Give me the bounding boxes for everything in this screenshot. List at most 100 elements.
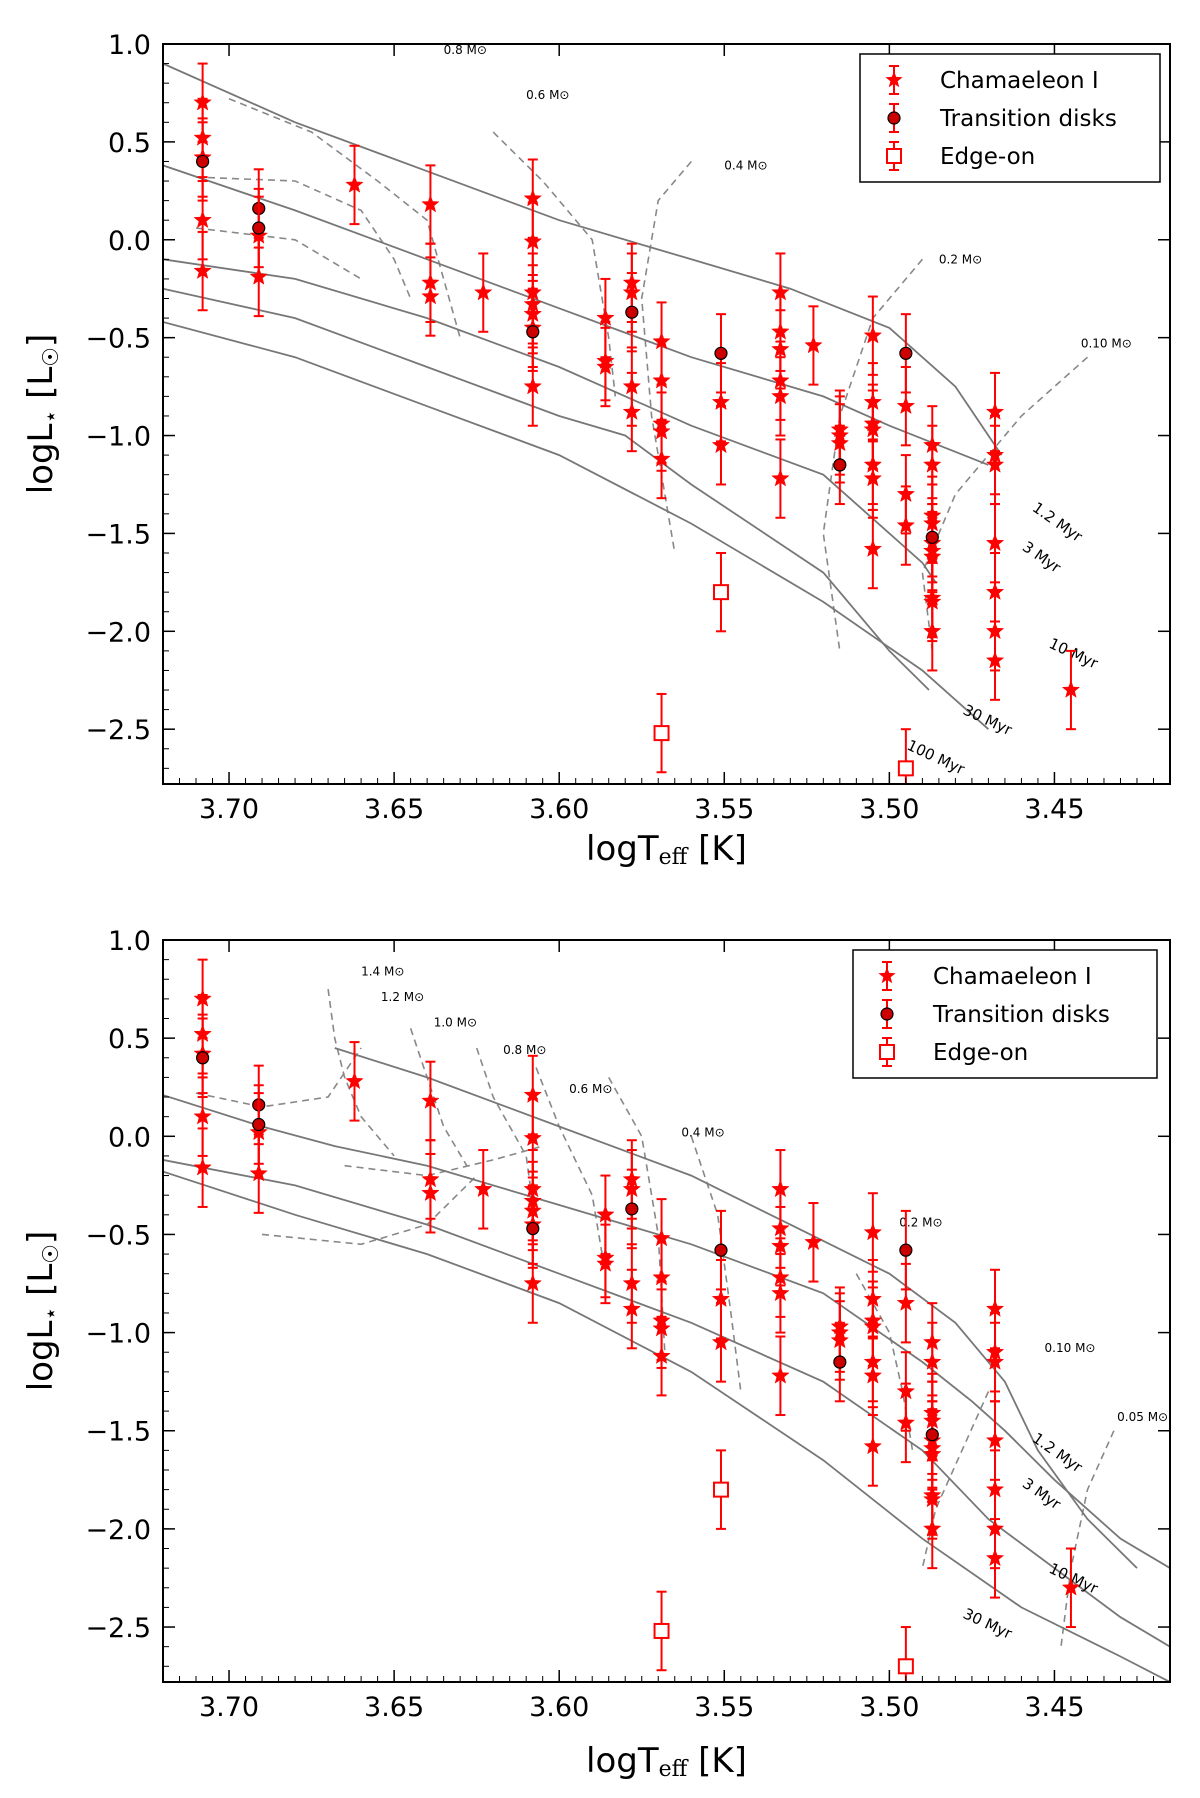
mass-track-line xyxy=(921,356,1089,652)
transition-disk-marker xyxy=(714,346,728,360)
star-marker xyxy=(193,210,212,229)
star-marker xyxy=(923,1352,942,1370)
mass-track-label: 0.10 M⊙ xyxy=(1081,336,1132,350)
legend-label: Edge-on xyxy=(933,1040,1028,1066)
star-marker xyxy=(923,455,942,473)
plot-frame xyxy=(162,43,1171,785)
mass-track-line xyxy=(640,160,692,554)
star-marker xyxy=(193,1106,212,1125)
star-marker xyxy=(896,1413,916,1431)
y-tick-label: −0.5 xyxy=(85,324,151,355)
edge-on-marker xyxy=(653,725,670,742)
isochrone-line xyxy=(163,1170,1170,1682)
edge-on-marker xyxy=(712,1481,729,1498)
legend-box xyxy=(852,949,1158,1079)
legend-star-marker xyxy=(878,967,896,984)
isochrone-label: 3 Myr xyxy=(1019,538,1065,577)
edge-on-marker xyxy=(897,1658,914,1675)
star-marker xyxy=(345,1071,364,1090)
mass-track-label: 0.6 M⊙ xyxy=(526,88,569,102)
mass-track-label: 0.4 M⊙ xyxy=(681,1125,724,1139)
y-tick-label: −2.5 xyxy=(85,1613,151,1644)
legend: Chamaeleon I Transition disks Edge-on xyxy=(852,949,1158,1079)
legend-label: Transition disks xyxy=(939,106,1117,132)
mass-track-label: 0.8 M⊙ xyxy=(503,1043,546,1057)
mass-track-line xyxy=(535,1067,603,1255)
mass-track-label: 1.4 M⊙ xyxy=(361,964,404,978)
star-marker xyxy=(1061,680,1081,698)
star-marker xyxy=(193,261,212,279)
legend-box xyxy=(859,53,1161,183)
star-marker xyxy=(923,1519,942,1537)
star-marker xyxy=(985,650,1005,669)
isochrone-line xyxy=(163,164,989,466)
mass-track-label: 1.2 M⊙ xyxy=(381,990,424,1004)
y-tick-label: −1.5 xyxy=(85,519,151,550)
edge-on-marker xyxy=(653,1622,670,1639)
star-marker xyxy=(711,1332,731,1351)
mass-track-label: 0.10 M⊙ xyxy=(1045,1341,1096,1355)
legend-edge-on-marker xyxy=(879,1044,895,1060)
star-marker xyxy=(896,396,916,415)
legend-label: Chamaeleon I xyxy=(933,964,1092,990)
x-tick-label: 3.70 xyxy=(199,1692,259,1723)
star-marker xyxy=(421,1091,440,1109)
star-marker xyxy=(985,1430,1005,1449)
star-marker xyxy=(523,231,542,250)
star-marker xyxy=(985,455,1005,473)
star-marker xyxy=(804,1232,823,1251)
isochrone-label: 1.2 Myr xyxy=(1029,1429,1086,1477)
x-tick-label: 3.55 xyxy=(694,794,754,825)
mass-track-label: 0.8 M⊙ xyxy=(444,43,487,57)
x-tick-label: 3.45 xyxy=(1024,794,1084,825)
mass-track-line xyxy=(195,176,412,299)
transition-disk-marker xyxy=(833,1355,847,1369)
mass-track-label: 0.05 M⊙ xyxy=(1117,1410,1168,1424)
y-axis-label: logL⋆ [L☉] xyxy=(21,334,64,495)
star-marker xyxy=(596,357,615,375)
y-tick-label: 1.0 xyxy=(108,926,151,957)
x-tick-label: 3.50 xyxy=(859,794,919,825)
legend-label: Edge-on xyxy=(940,144,1035,170)
x-tick-label: 3.50 xyxy=(859,1692,919,1723)
mass-track-line xyxy=(690,1136,742,1392)
star-marker xyxy=(985,533,1005,552)
mass-track-line xyxy=(608,1077,666,1353)
plot-frame xyxy=(162,939,1171,1683)
transition-disk-marker xyxy=(925,530,939,544)
y-tick-label: −2.0 xyxy=(85,1515,151,1546)
transition-disk-marker xyxy=(625,305,639,319)
star-marker xyxy=(474,282,493,301)
transition-disk-marker xyxy=(925,1428,939,1442)
legend-transition-disk-marker xyxy=(887,111,901,125)
y-tick-label: 0.5 xyxy=(108,128,151,159)
x-tick-label: 3.60 xyxy=(529,794,589,825)
hr-diagram-top-panel: 0.8 M⊙ 0.6 M⊙ 0.4 M⊙ 0.2 M⊙ 0.10 M⊙ 1.2 Myr3 … xyxy=(21,30,1171,870)
isochrone-label: 3 Myr xyxy=(1019,1474,1065,1513)
star-marker xyxy=(622,1299,642,1317)
y-tick-label: 0.5 xyxy=(108,1024,151,1055)
hr-diagram-bottom-panel: 1.4 M⊙ 1.2 M⊙ 1.0 M⊙ 0.8 M⊙ 0.6 M⊙ 0.4 M⊙ 0.2 … xyxy=(21,926,1171,1782)
x-tick-label: 3.65 xyxy=(364,1692,424,1723)
star-marker xyxy=(771,386,790,405)
legend: Chamaeleon I Transition disks Edge-on xyxy=(859,53,1161,183)
star-marker xyxy=(863,468,883,487)
star-marker xyxy=(652,1346,671,1364)
star-marker xyxy=(421,286,440,305)
isochrone-line xyxy=(163,1159,1170,1648)
legend-label: Chamaeleon I xyxy=(940,68,1099,94)
x-tick-label: 3.70 xyxy=(199,794,259,825)
legend-label: Transition disks xyxy=(932,1002,1110,1028)
x-axis-label: logTeff [K] xyxy=(586,829,747,870)
star-marker xyxy=(596,1254,615,1272)
star-marker xyxy=(896,515,916,534)
star-marker xyxy=(421,194,440,213)
isochrone-line xyxy=(163,1094,1170,1569)
mass-track-line xyxy=(261,1175,478,1246)
isochrone-line xyxy=(163,321,989,730)
star-marker xyxy=(474,1179,493,1198)
mass-track-line xyxy=(344,1145,543,1177)
star-marker xyxy=(249,1163,268,1182)
isochrone-label: 10 Myr xyxy=(1046,634,1101,673)
star-marker xyxy=(711,435,731,454)
